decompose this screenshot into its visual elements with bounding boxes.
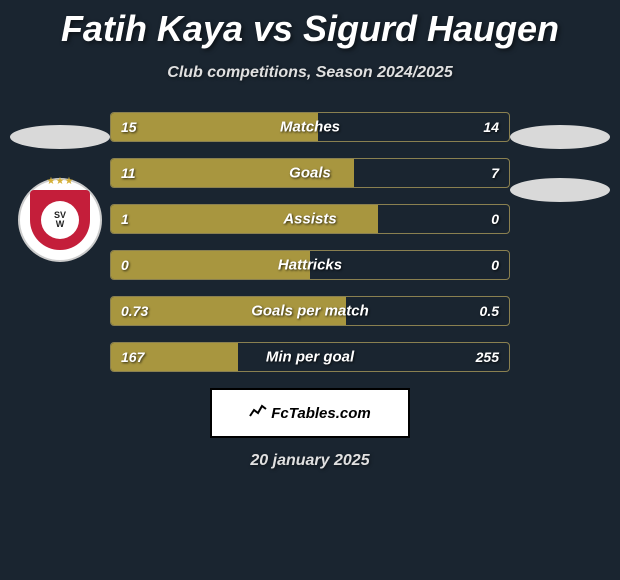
- stat-value-left: 1: [121, 211, 129, 227]
- stat-value-left: 0.73: [121, 303, 148, 319]
- stat-bar-left: [111, 205, 378, 233]
- stat-label: Assists: [283, 211, 336, 228]
- chart-icon: [249, 404, 267, 423]
- stat-row: Goals per match 0.73 0.5: [110, 296, 510, 326]
- stat-value-left: 11: [121, 165, 136, 181]
- stat-row: Matches 15 14: [110, 112, 510, 142]
- stat-value-left: 167: [121, 349, 144, 365]
- stat-label: Matches: [280, 119, 340, 136]
- stat-value-right: 7: [491, 165, 499, 181]
- stat-value-right: 255: [476, 349, 499, 365]
- stat-row: Hattricks 0 0: [110, 250, 510, 280]
- page-title: Fatih Kaya vs Sigurd Haugen: [0, 0, 620, 50]
- stat-row: Goals 11 7: [110, 158, 510, 188]
- snapshot-date: 20 january 2025: [0, 452, 620, 470]
- stat-value-right: 0.5: [480, 303, 499, 319]
- page-subtitle: Club competitions, Season 2024/2025: [0, 64, 620, 82]
- stat-value-right: 0: [491, 257, 499, 273]
- stat-label: Min per goal: [266, 349, 354, 366]
- stat-bar-right: [318, 113, 509, 141]
- stat-value-left: 15: [121, 119, 137, 135]
- stat-value-left: 0: [121, 257, 129, 273]
- stat-row: Min per goal 167 255: [110, 342, 510, 372]
- stat-label: Goals: [289, 165, 331, 182]
- bars-container: Matches 15 14 Goals 11 7 Assists 1 0 Hattricks 0 0 G…: [110, 112, 510, 372]
- stat-value-right: 0: [491, 211, 499, 227]
- stat-row: Assists 1 0: [110, 204, 510, 234]
- stat-value-right: 14: [483, 119, 499, 135]
- stat-label: Goals per match: [251, 303, 369, 320]
- source-label: FcTables.com: [271, 405, 370, 422]
- stat-label: Hattricks: [278, 257, 342, 274]
- comparison-area: Matches 15 14 Goals 11 7 Assists 1 0 Hattricks 0 0 G…: [0, 112, 620, 372]
- stat-bar-right: [378, 205, 509, 233]
- source-link[interactable]: FcTables.com: [210, 388, 410, 438]
- stat-bar-right: [354, 159, 509, 187]
